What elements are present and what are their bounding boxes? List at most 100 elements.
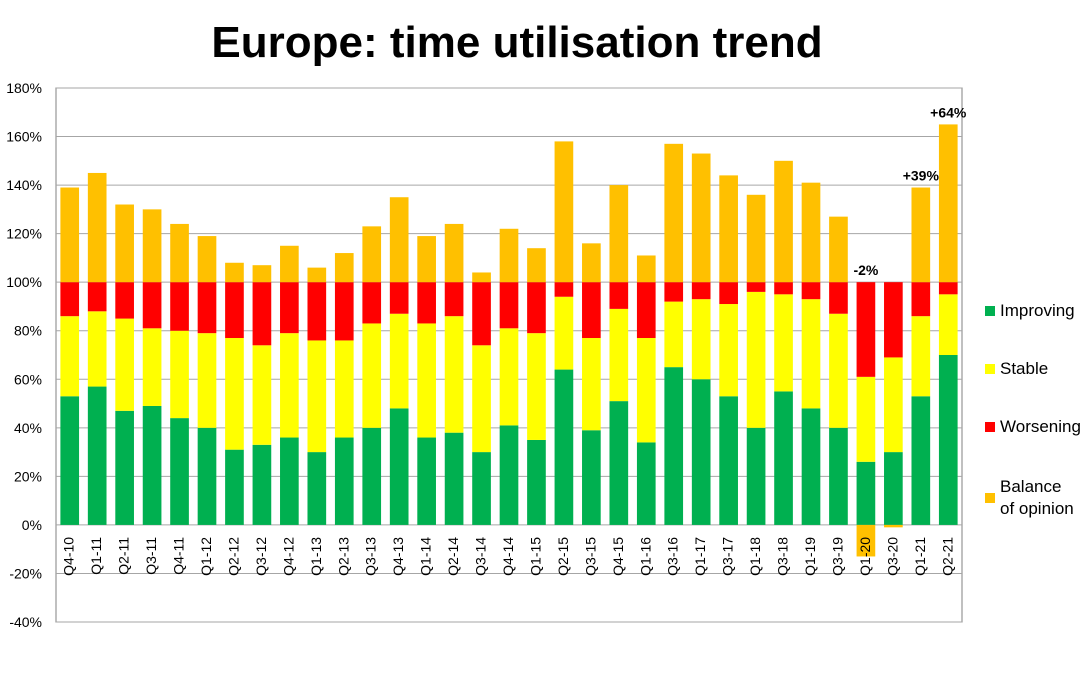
bar-stable xyxy=(444,316,464,433)
bar-improving xyxy=(225,449,244,525)
x-tick-label: Q1-13 xyxy=(308,537,324,576)
bar-improving xyxy=(472,452,491,525)
x-tick-label: Q1-12 xyxy=(198,537,214,576)
bar-improving xyxy=(691,379,711,525)
bar-improving xyxy=(801,408,821,525)
bar-stable xyxy=(554,296,574,370)
bar-worsening xyxy=(856,282,876,377)
bar-improving xyxy=(197,427,217,525)
bar-worsening xyxy=(636,282,656,339)
x-tick-label: Q2-15 xyxy=(555,537,571,576)
bar-worsening xyxy=(225,282,244,339)
bar-worsening xyxy=(554,282,574,297)
x-tick-label: Q3-12 xyxy=(253,537,269,576)
bar-improving xyxy=(142,405,162,525)
bar-stable xyxy=(691,299,711,380)
bar-improving xyxy=(280,437,299,525)
bar-balance-of-opinion xyxy=(774,160,793,283)
bar-worsening xyxy=(774,282,793,295)
bar-worsening xyxy=(829,282,848,314)
bar-balance-of-opinion xyxy=(60,187,80,283)
bar-worsening xyxy=(664,282,684,302)
bar-stable xyxy=(664,301,684,368)
x-tick-label: Q3-11 xyxy=(143,537,159,575)
y-tick-label: 20% xyxy=(14,468,42,484)
x-tick-label: Q2-14 xyxy=(445,537,461,576)
bar-balance-of-opinion xyxy=(691,153,711,283)
y-tick-label: 140% xyxy=(6,177,42,193)
bar-improving xyxy=(664,367,684,525)
bar-improving xyxy=(911,396,931,525)
bar-stable xyxy=(884,357,903,453)
y-tick-label: 160% xyxy=(6,129,42,145)
legend-swatch xyxy=(985,493,995,503)
bar-worsening xyxy=(499,282,519,329)
x-tick-label: Q4-12 xyxy=(280,537,296,576)
bar-worsening xyxy=(60,282,80,317)
x-tick-label: Q3-18 xyxy=(775,537,791,576)
bar-improving xyxy=(856,461,876,525)
bar-worsening xyxy=(334,282,354,341)
bar-stable xyxy=(582,338,601,431)
y-tick-label: -40% xyxy=(9,614,42,630)
bar-stable xyxy=(472,345,491,453)
bar-stable xyxy=(801,299,821,409)
bar-improving xyxy=(60,396,80,525)
legend-item: Balance of opinion xyxy=(985,476,1080,520)
bar-improving xyxy=(746,427,766,525)
bar-balance-of-opinion xyxy=(115,204,134,283)
bar-balance-of-opinion xyxy=(609,185,629,283)
x-tick-label: Q1-17 xyxy=(692,537,708,576)
bar-stable xyxy=(719,304,738,397)
bar-stable xyxy=(197,333,217,428)
bar-worsening xyxy=(142,282,162,329)
bar-balance-of-opinion xyxy=(582,243,601,283)
bar-stable xyxy=(609,308,629,402)
bar-balance-of-opinion xyxy=(664,143,684,283)
bar-balance-of-opinion xyxy=(389,197,409,283)
bar-stable xyxy=(746,291,766,428)
bar-balance-of-opinion xyxy=(444,223,464,283)
x-tick-label: Q2-11 xyxy=(116,537,132,575)
bar-worsening xyxy=(444,282,464,317)
legend-label: Balance of opinion xyxy=(1000,477,1074,518)
bar-balance-of-opinion xyxy=(719,175,738,283)
bar-stable xyxy=(334,340,354,438)
bar-balance-of-opinion xyxy=(307,267,327,283)
y-tick-label: 40% xyxy=(14,420,42,436)
y-tick-label: 80% xyxy=(14,323,42,339)
bar-stable xyxy=(856,376,876,462)
x-tick-label: Q3-17 xyxy=(720,537,736,576)
bar-stable xyxy=(417,323,436,438)
bar-stable xyxy=(389,313,409,409)
x-tick-label: Q4-10 xyxy=(61,537,77,576)
bar-balance-of-opinion xyxy=(472,272,491,283)
bar-improving xyxy=(636,442,656,525)
bar-balance-of-opinion xyxy=(280,245,299,283)
x-tick-label: Q1-15 xyxy=(527,537,543,576)
bar-stable xyxy=(362,323,382,428)
bar-worsening xyxy=(115,282,134,319)
bar-improving xyxy=(499,425,519,525)
y-tick-label: 120% xyxy=(6,226,42,242)
bar-balance-of-opinion xyxy=(527,248,546,283)
bar-balance-of-opinion xyxy=(362,226,382,283)
bar-stable xyxy=(829,313,848,428)
bar-balance-of-opinion xyxy=(801,182,821,283)
bar-balance-of-opinion xyxy=(225,262,244,283)
bar-improving xyxy=(334,437,354,525)
bar-worsening xyxy=(307,282,327,341)
y-tick-label: -20% xyxy=(9,565,42,581)
x-tick-label: Q4-13 xyxy=(390,537,406,576)
bar-improving xyxy=(389,408,409,525)
x-tick-label: Q1-19 xyxy=(802,537,818,576)
bar-stable xyxy=(115,318,134,411)
bar-worsening xyxy=(252,282,272,346)
bar-stable xyxy=(636,338,656,443)
data-label: +39% xyxy=(903,168,940,184)
legend-label: Improving xyxy=(1000,301,1075,320)
bar-balance-of-opinion xyxy=(884,524,903,528)
bar-improving xyxy=(609,401,629,525)
bar-stable xyxy=(87,311,107,387)
chart-title: Europe: time utilisation trend xyxy=(211,18,823,67)
